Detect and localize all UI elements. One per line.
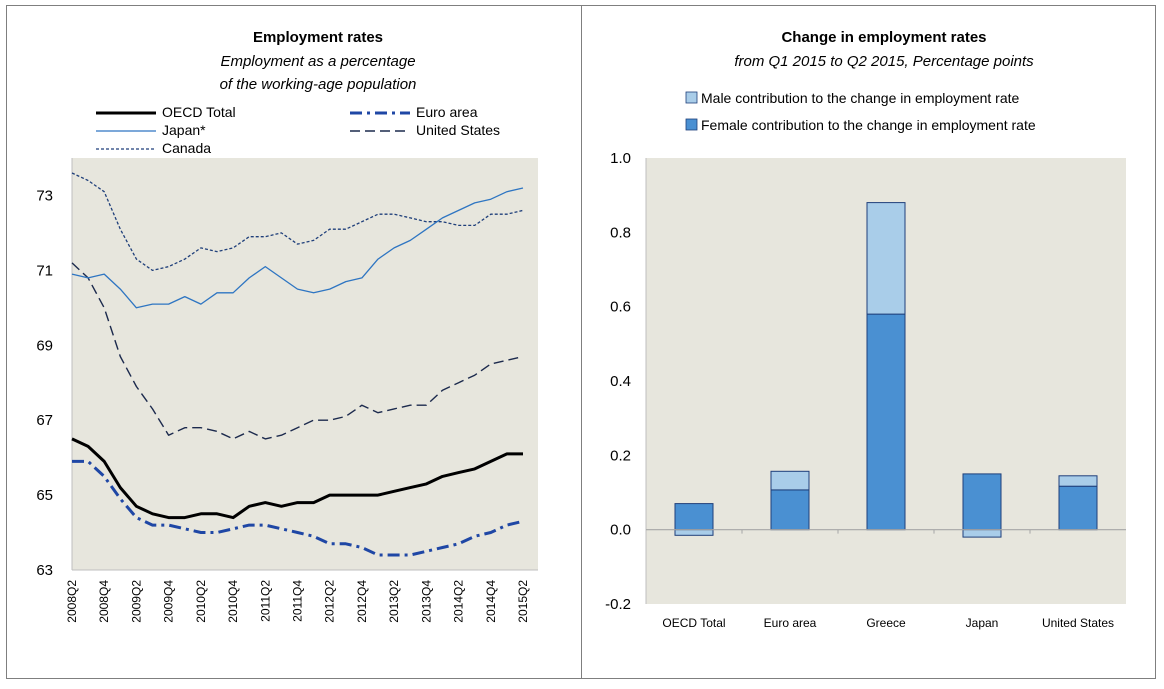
left-legend: OECD Total Euro area Japan* United State… [96,104,500,156]
left-y-tick-label: 67 [36,412,53,429]
bar-oecd-total-male [674,529,714,536]
left-y-tick-label: 71 [36,262,53,279]
left-series-lines [71,172,524,557]
left-x-axis: 2008Q2 2008Q4 2009Q2 2009Q4 2010Q2 2010Q4 2011… [65,569,538,623]
bar-united-states-male [1058,475,1098,487]
left-x-tick-label: 2013Q4 [419,580,433,623]
line-canada [71,172,524,272]
left-x-tick-label: 2011Q2 [258,580,272,622]
right-chart: Change in employment rates from Q1 2015 … [605,29,1126,630]
bar-euro-area-male [770,470,810,491]
left-x-tick-label: 2013Q2 [387,580,401,623]
right-y-tick-label: 0.4 [610,373,631,390]
right-x-tick-label: Greece [866,616,906,630]
left-chart-subtitle-line1: Employment as a percentage [220,53,415,70]
left-y-tick-label: 65 [36,487,53,504]
left-x-tick-label: 2010Q2 [194,580,208,623]
left-y-axis: 63 65 67 69 71 73 [36,158,73,579]
left-y-tick-label: 69 [36,337,53,354]
right-x-tick-label: Euro area [764,616,817,630]
bar-japan-male [962,529,1002,538]
right-x-tick-label: Japan [966,616,999,630]
left-x-tick-label: 2011Q4 [291,580,305,622]
legend-label-japan: Japan* [162,122,206,138]
right-y-tick-label: 0.6 [610,299,631,316]
right-y-tick-label: -0.2 [605,596,631,613]
right-y-tick-label: 1.0 [610,150,631,167]
left-x-tick-label: 2010Q4 [226,580,240,623]
bar-oecd-total-female [674,503,714,531]
left-x-tick-label: 2014Q2 [452,580,466,623]
left-chart-subtitle-line2: of the working-age population [220,76,417,93]
panel-divider [581,5,582,679]
right-y-tick-label: 0.2 [610,447,631,464]
bar-euro-area-female [770,489,810,531]
left-x-tick-label: 2012Q4 [355,580,369,623]
left-y-tick-label: 73 [36,187,53,204]
right-legend: Male contribution to the change in emplo… [685,90,1036,133]
left-x-tick-label: 2008Q2 [65,580,79,623]
left-x-tick-label: 2009Q2 [129,580,143,623]
legend-label-oecd-total: OECD Total [162,104,236,120]
legend-swatch-male [685,91,698,104]
left-y-tick-label: 63 [36,562,53,579]
left-chart: Employment rates Employment as a percent… [36,29,538,623]
bar-greece-female [866,313,906,531]
right-x-tick-label: United States [1042,616,1114,630]
right-x-axis: OECD Total Euro area Greece Japan United Sta… [646,529,1126,630]
line-united-states [71,262,524,440]
right-y-axis: -0.2 0.0 0.2 0.4 0.6 0.8 1.0 [605,150,647,613]
left-x-tick-label: 2015Q2 [516,580,530,623]
legend-swatch-female [685,118,698,131]
bar-greece-male [866,202,906,315]
right-y-tick-label: 0.8 [610,224,631,241]
line-japan [71,187,524,309]
right-chart-subtitle: from Q1 2015 to Q2 2015, Percentage poin… [734,53,1034,70]
bar-united-states-female [1058,485,1098,531]
line-euro-area [72,459,524,557]
left-chart-title: Employment rates [253,29,383,46]
left-x-tick-label: 2009Q4 [162,580,176,623]
legend-label-united-states: United States [416,122,500,138]
right-x-tick-label: OECD Total [662,616,725,630]
right-y-tick-label: 0.0 [610,522,631,539]
legend-label-euro-area: Euro area [416,104,478,120]
right-chart-title: Change in employment rates [781,29,986,46]
left-x-tick-label: 2014Q4 [484,580,498,623]
legend-label-female: Female contribution to the change in emp… [701,117,1036,133]
bar-japan-female [962,473,1002,531]
line-oecd-total [71,437,523,520]
left-x-tick-label: 2008Q4 [97,580,111,623]
legend-label-male: Male contribution to the change in emplo… [701,90,1020,106]
legend-label-canada: Canada [162,140,211,156]
left-x-tick-label: 2012Q2 [323,580,337,623]
